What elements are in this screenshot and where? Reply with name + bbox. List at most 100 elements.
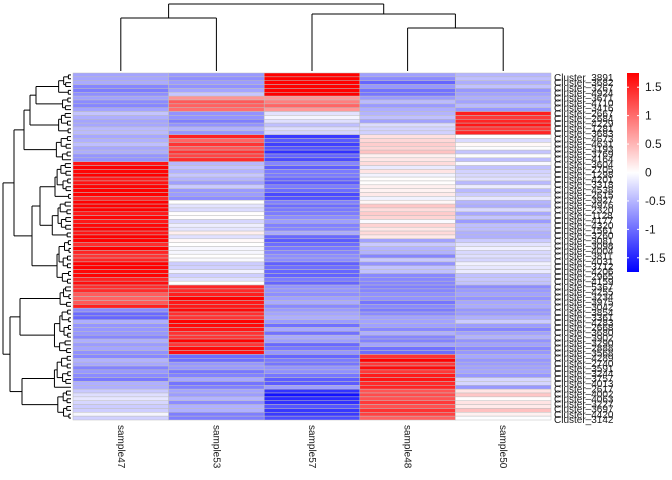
heatmap-cell: [72, 269, 169, 274]
heatmap-cell: [263, 323, 361, 328]
heatmap-cell: [72, 369, 169, 374]
heatmap-cell: [168, 280, 265, 286]
heatmap-cell: [72, 331, 169, 336]
heatmap-cell: [168, 292, 265, 297]
row-label: Cluster_1298: [554, 170, 614, 181]
heatmap-cell: [168, 361, 265, 367]
heatmap-cell: [72, 130, 169, 135]
heatmap-cell: [168, 338, 265, 344]
heatmap-cell: [72, 211, 169, 216]
heatmap-cell: [168, 307, 265, 313]
heatmap-cell: [263, 84, 361, 89]
heatmap-cell: [455, 92, 552, 97]
heatmap-cell: [359, 207, 456, 213]
heatmap-cell: [72, 196, 169, 201]
heatmap-cell: [263, 261, 361, 267]
heatmap-cell: [72, 76, 169, 81]
heatmap-cell: [359, 199, 456, 205]
heatmap-cell: [72, 99, 169, 105]
row-label: Cluster_2965: [554, 272, 614, 283]
row-label: Cluster_3227: [554, 400, 614, 411]
heatmap-cell: [455, 126, 552, 132]
heatmap-cell: [455, 149, 552, 155]
heatmap-cell: [263, 80, 361, 85]
heatmap-cell: [168, 404, 265, 409]
heatmap-cell: [263, 404, 361, 409]
heatmap-cell: [455, 80, 552, 85]
heatmap-cell: [168, 153, 265, 159]
heatmap-cell: [72, 92, 169, 97]
heatmap-cell: [72, 134, 169, 139]
row-label: Cluster_3757: [554, 374, 614, 385]
heatmap-cell: [168, 396, 265, 401]
row-label: Cluster_3042: [554, 303, 614, 314]
heatmap-cell: [263, 203, 361, 209]
heatmap-cell: [359, 169, 456, 174]
heatmap-cell: [455, 408, 552, 413]
row-label: Cluster_3234: [554, 292, 614, 303]
heatmap-cell: [72, 146, 169, 151]
column-label: sample50: [497, 425, 508, 469]
heatmap-cell: [263, 242, 361, 247]
row-label: Cluster_4976: [554, 201, 614, 212]
heatmap-cell: [455, 242, 552, 247]
heatmap-cell: [455, 323, 552, 328]
heatmap-cell: [359, 365, 456, 371]
heatmap-cell: [455, 111, 552, 116]
heatmap-cell: [263, 176, 361, 182]
heatmap-cell: [72, 172, 169, 178]
heatmap-cell: [72, 138, 169, 143]
legend-colorbar: [627, 73, 639, 272]
heatmap-cell: [359, 415, 456, 421]
heatmap-cell: [72, 242, 169, 247]
heatmap-cell: [263, 161, 361, 166]
heatmap-cell: [263, 315, 361, 321]
heatmap-cell: [455, 269, 552, 274]
heatmap-cell: [263, 88, 361, 93]
heatmap-cell: [263, 400, 361, 405]
heatmap-cell: [263, 269, 361, 274]
heatmap-cell: [168, 219, 265, 224]
heatmap-cell: [455, 176, 552, 182]
heatmap-cell: [263, 265, 361, 270]
heatmap-cell: [72, 300, 169, 305]
heatmap-cell: [168, 253, 265, 259]
heatmap-cell: [263, 95, 361, 101]
heatmap-cell: [455, 277, 552, 282]
heatmap-cell: [72, 157, 169, 162]
heatmap-cell: [455, 95, 552, 101]
heatmap-cell: [263, 180, 361, 186]
heatmap-cell: [455, 215, 552, 220]
heatmap-cell: [72, 311, 169, 317]
heatmap-cell: [263, 92, 361, 97]
heatmap-cell: [168, 342, 265, 347]
heatmap-cell: [168, 388, 265, 394]
heatmap-cell: [359, 284, 456, 290]
heatmap-cell: [263, 292, 361, 297]
heatmap-cell: [263, 334, 361, 340]
heatmap-cell: [263, 408, 361, 413]
heatmap-cell: [455, 219, 552, 224]
heatmap-cell: [72, 315, 169, 321]
heatmap-cell: [455, 226, 552, 232]
heatmap-cell: [72, 203, 169, 209]
heatmap-cell: [455, 234, 552, 240]
heatmap-cell: [263, 76, 361, 81]
row-label: Cluster_2684: [554, 114, 614, 125]
heatmap-cell: [72, 234, 169, 240]
heatmap-cell: [263, 223, 361, 228]
heatmap-cell: [359, 273, 456, 278]
heatmap-cell: [168, 365, 265, 371]
heatmap-cell: [263, 304, 361, 309]
heatmap-cell: [455, 280, 552, 286]
heatmap-cell: [263, 153, 361, 159]
heatmap-cell: [455, 412, 552, 417]
heatmap-cell: [359, 369, 456, 374]
row-label: Cluster_3098: [554, 241, 614, 252]
heatmap-cell: [359, 203, 456, 209]
heatmap-cell: [359, 280, 456, 286]
heatmap-cell: [263, 149, 361, 155]
heatmap-cell: [263, 157, 361, 162]
heatmap-cell: [359, 292, 456, 297]
heatmap-cell: [455, 146, 552, 151]
